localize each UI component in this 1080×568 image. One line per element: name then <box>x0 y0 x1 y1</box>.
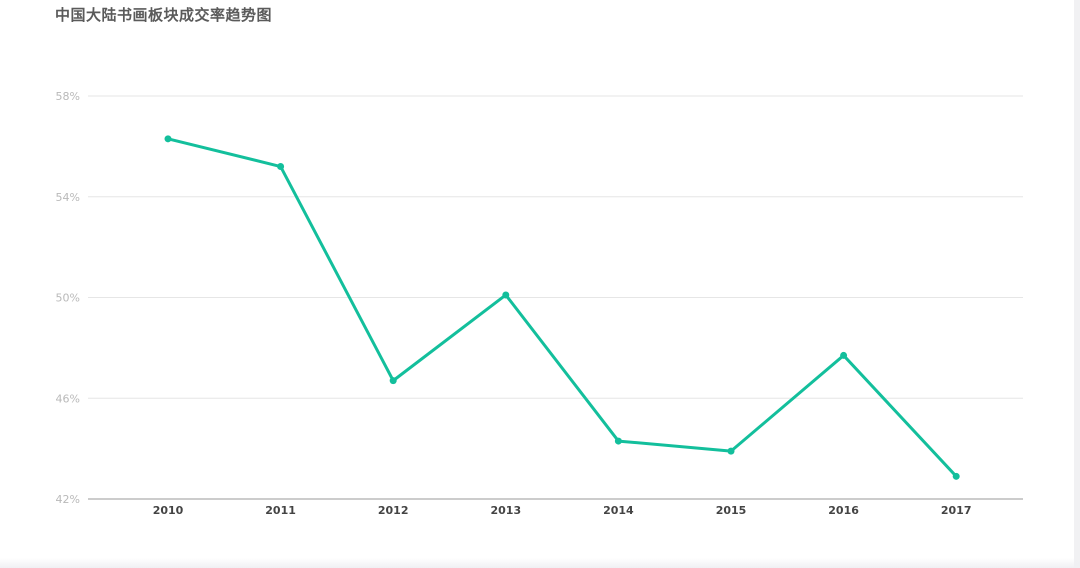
x-tick-label: 2011 <box>265 504 296 517</box>
x-tick-label: 2014 <box>603 504 634 517</box>
data-point[interactable] <box>164 135 172 143</box>
data-point[interactable] <box>727 447 735 455</box>
series-line <box>166 137 958 478</box>
x-axis: 2010 2011 2012 2013 2014 2015 2016 2017 <box>88 498 1023 517</box>
data-point[interactable] <box>389 377 397 385</box>
y-tick-label: 46% <box>56 392 80 405</box>
y-tick-label: 50% <box>56 292 80 305</box>
series-layer <box>164 135 960 480</box>
x-tick-label: 2015 <box>716 504 747 517</box>
x-tick-label: 2016 <box>828 504 859 517</box>
x-tick-label: 2013 <box>490 504 521 517</box>
chart-title: 中国大陆书画板块成交率趋势图 <box>55 6 273 24</box>
right-edge <box>1074 0 1080 568</box>
y-tick-label: 42% <box>56 493 80 506</box>
data-point[interactable] <box>502 291 510 299</box>
y-tick-label: 58% <box>56 90 80 103</box>
data-point[interactable] <box>277 163 285 171</box>
data-point[interactable] <box>952 472 960 480</box>
y-tick-label: 54% <box>56 191 80 204</box>
data-point[interactable] <box>614 437 622 445</box>
data-point[interactable] <box>840 351 848 359</box>
x-tick-label: 2010 <box>153 504 184 517</box>
x-tick-label: 2012 <box>378 504 409 517</box>
bottom-edge <box>0 558 1080 568</box>
x-tick-label: 2017 <box>941 504 972 517</box>
y-axis: 42% 46% 50% 54% 58% <box>56 90 80 506</box>
grid-layer <box>88 95 1023 399</box>
